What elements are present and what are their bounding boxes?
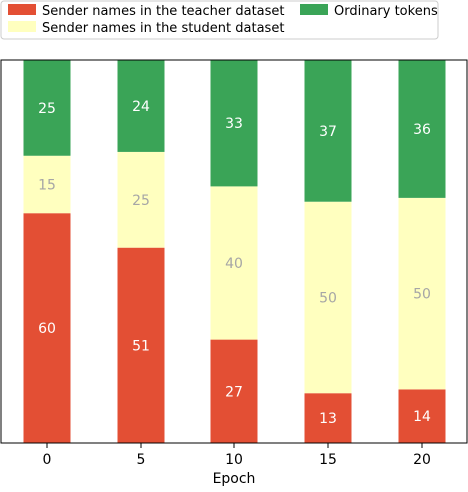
bar-segment: [304, 60, 352, 202]
legend-swatch: [8, 21, 36, 32]
bar-segment: [117, 151, 165, 248]
data-label: 25: [38, 101, 56, 117]
bar-segment: [398, 389, 446, 443]
bar-segment: [23, 155, 71, 214]
data-label: 51: [132, 338, 150, 354]
bar-segment: [210, 186, 258, 340]
data-label: 27: [225, 384, 243, 400]
x-tick-label: 20: [413, 452, 431, 468]
x-tick-label: 15: [319, 452, 337, 468]
legend-swatch: [8, 4, 36, 15]
data-label: 24: [132, 99, 150, 115]
bar-segment: [398, 60, 446, 198]
bar-segment: [210, 60, 258, 187]
data-label: 40: [225, 256, 243, 272]
bar-segment: [304, 201, 352, 394]
x-axis-label: Epoch: [213, 471, 256, 487]
legend: Sender names in the teacher dataset Sende…: [0, 0, 439, 40]
bar-segment: [398, 197, 446, 390]
legend-box: [0, 0, 439, 40]
data-label: 50: [413, 287, 431, 303]
data-label: 25: [132, 193, 150, 209]
bar-segment: [304, 393, 352, 443]
data-label: 14: [413, 409, 431, 425]
data-label: 37: [319, 124, 337, 140]
bar-segment: [117, 247, 165, 443]
x-tick-label: 0: [43, 452, 52, 468]
bar-segment: [117, 60, 165, 152]
legend-swatch: [300, 4, 328, 15]
bar-segment: [23, 213, 71, 443]
data-label: 36: [413, 122, 431, 138]
data-label: 15: [38, 177, 56, 193]
bar-segment: [23, 60, 71, 156]
data-label: 60: [38, 321, 56, 337]
legend-label: Ordinary tokens: [334, 4, 438, 19]
data-label: 33: [225, 116, 243, 132]
x-tick-label: 10: [225, 452, 243, 468]
legend-label: Sender names in the teacher dataset: [42, 4, 285, 19]
data-label: 13: [319, 411, 337, 427]
data-label: 50: [319, 290, 337, 306]
x-tick-label: 5: [137, 452, 146, 468]
plot-area: 60 15 25 51 25 24 27 40 33 13 50 37 14 50 36: [0, 59, 468, 444]
bar-segment: [210, 339, 258, 443]
x-axis: 0 5 10 15 20: [43, 443, 431, 468]
legend-label: Sender names in the student dataset: [42, 21, 284, 36]
